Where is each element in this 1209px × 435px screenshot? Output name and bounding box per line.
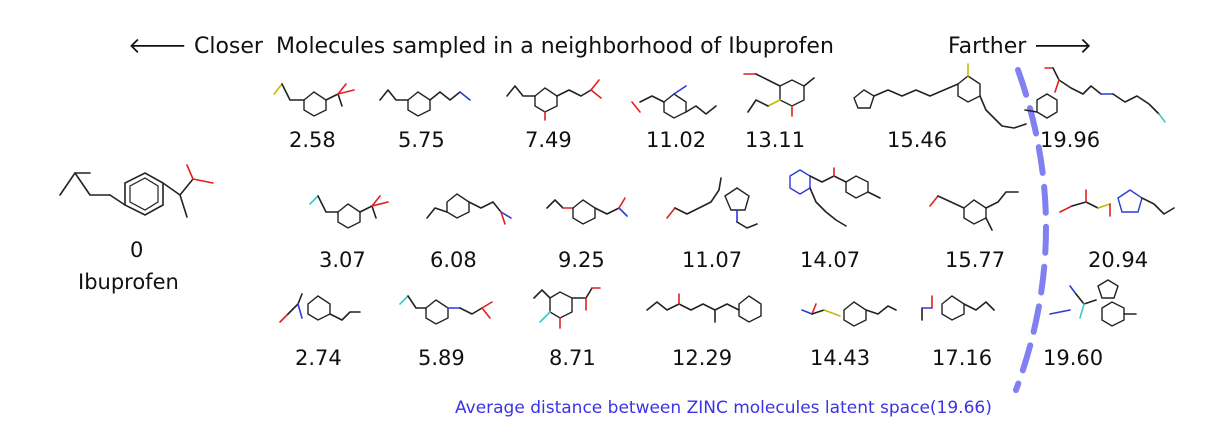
ibuprofen-distance: 0 xyxy=(130,238,144,262)
distance-value: 14.07 xyxy=(800,248,861,272)
distance-value: 15.46 xyxy=(887,128,948,152)
molecule-structure xyxy=(646,293,762,323)
molecule-structure xyxy=(1024,67,1166,123)
distance-value: 15.77 xyxy=(945,248,1006,272)
farther-label: Farther 🡒 xyxy=(948,34,1093,59)
closer-label: 🡐 Closer xyxy=(128,34,263,59)
distance-value: 20.94 xyxy=(1088,248,1149,272)
molecule-structure xyxy=(379,89,471,117)
distance-value: 12.29 xyxy=(672,346,733,370)
distance-value: 17.16 xyxy=(932,346,993,370)
distance-value: 11.07 xyxy=(682,248,743,272)
molecule-structure xyxy=(1049,279,1137,327)
distance-value: 7.49 xyxy=(525,128,572,152)
distance-value: 19.96 xyxy=(1040,128,1101,152)
distance-value: 8.71 xyxy=(549,346,596,370)
average-distance-note: Average distance between ZINC molecules … xyxy=(455,398,992,418)
molecule-structure xyxy=(399,295,493,325)
molecule-structure xyxy=(789,167,881,227)
molecule-structure xyxy=(279,293,361,323)
molecule-structure xyxy=(533,287,601,329)
distance-value: 2.58 xyxy=(289,128,336,152)
molecule-structure xyxy=(1059,189,1175,217)
molecule-structure xyxy=(929,191,1019,231)
distance-value: 2.74 xyxy=(295,346,342,370)
distance-value: 6.08 xyxy=(430,248,477,272)
distance-value: 14.43 xyxy=(810,346,871,370)
molecule-structure xyxy=(743,73,815,117)
molecule-structure xyxy=(273,83,355,117)
molecule-structure xyxy=(546,197,628,225)
molecule-structure xyxy=(801,301,897,327)
molecule-structure xyxy=(921,295,995,321)
distance-value: 5.75 xyxy=(398,128,445,152)
ibuprofen-structure xyxy=(59,164,214,218)
figure-title: Molecules sampled in a neighborhood of I… xyxy=(276,34,834,59)
molecule-structure xyxy=(426,193,512,225)
distance-value: 9.25 xyxy=(558,248,605,272)
distance-value: 11.02 xyxy=(646,128,707,152)
molecule-structure xyxy=(666,177,758,229)
distance-value: 5.89 xyxy=(418,346,465,370)
molecule-structure xyxy=(631,85,717,119)
molecule-structure xyxy=(853,63,1027,129)
distance-value: 19.60 xyxy=(1043,346,1104,370)
molecule-structure xyxy=(309,195,389,229)
distance-value: 3.07 xyxy=(319,248,366,272)
ibuprofen-label: Ibuprofen xyxy=(78,270,179,294)
molecule-structure xyxy=(506,79,602,121)
distance-value: 13.11 xyxy=(745,128,806,152)
